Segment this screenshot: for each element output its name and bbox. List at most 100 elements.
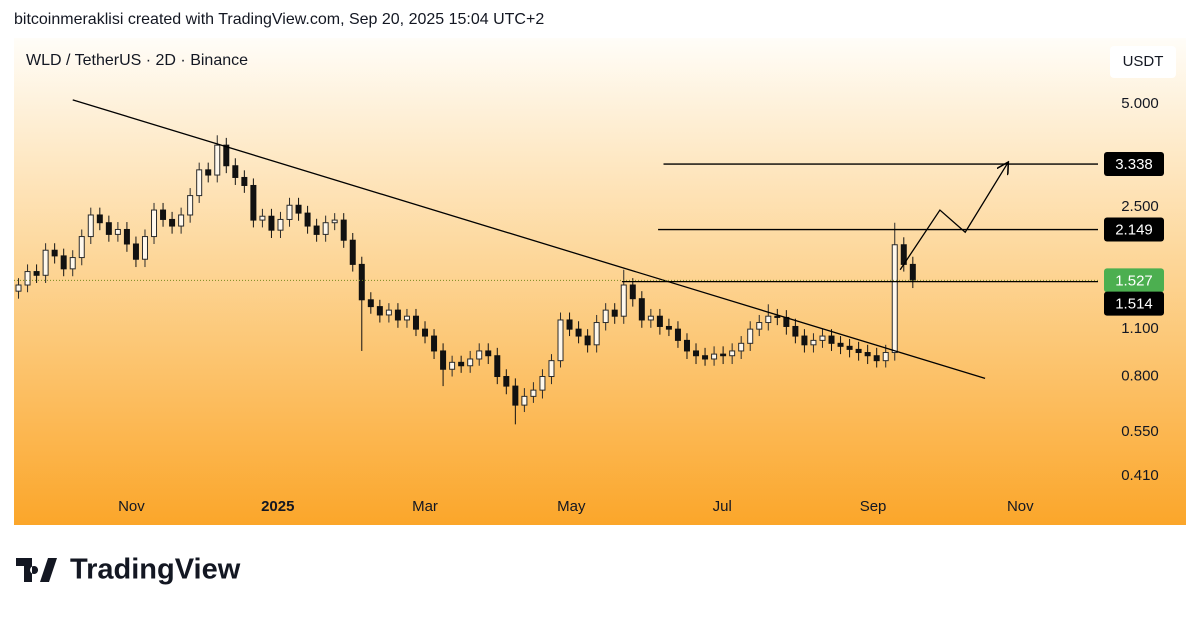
candle-body (693, 350, 700, 357)
candle-body (422, 328, 429, 337)
candle-body (295, 204, 302, 214)
candle-body (96, 214, 103, 224)
candle-body (702, 355, 709, 360)
candle-body (855, 348, 862, 354)
candle-body (232, 165, 239, 178)
candle-body (169, 218, 176, 227)
candle-body (51, 249, 58, 257)
candle-body (611, 309, 618, 317)
candle-body (241, 176, 248, 186)
candle-body (187, 195, 194, 216)
candle-body (792, 325, 799, 337)
candle-body (738, 342, 745, 352)
candle-body (467, 358, 474, 367)
candle-body (810, 339, 817, 346)
candle-body (114, 228, 121, 235)
candle-body (602, 309, 609, 324)
x-tick-label: Nov (1007, 498, 1034, 515)
candle-body (512, 385, 519, 406)
candle-body (412, 315, 419, 330)
candle-body (665, 325, 672, 330)
candle-body (539, 376, 546, 391)
price-label-box (1104, 217, 1164, 242)
candle-body (828, 335, 835, 344)
price-label: 1.527 (1115, 272, 1153, 289)
candle-body (638, 298, 645, 321)
candle-body (151, 209, 158, 238)
x-tick-label: Sep (860, 498, 887, 515)
candle-body (431, 335, 438, 352)
candle-body (313, 225, 320, 235)
x-tick-label: Jul (713, 498, 732, 515)
candle-body (530, 389, 537, 397)
candle-body (403, 315, 410, 321)
candle-body (33, 271, 40, 276)
candle-body (521, 395, 528, 406)
candle-body (566, 319, 573, 330)
candle-body (60, 255, 67, 270)
candle-body (891, 244, 898, 354)
header: bitcoinmeraklisi created with TradingVie… (14, 11, 544, 28)
candle-body (331, 219, 338, 224)
candle-body (78, 236, 85, 259)
y-tick-label: 2.500 (1121, 198, 1159, 215)
x-tick-label: Mar (412, 498, 438, 515)
candle-body (765, 315, 772, 324)
candle-body (593, 322, 600, 346)
price-label: 2.149 (1115, 222, 1153, 239)
candle-body (656, 315, 663, 327)
candle-body (132, 243, 139, 260)
candle-body (449, 361, 456, 370)
y-tick-label: 0.410 (1121, 467, 1159, 484)
x-tick-label: 2025 (261, 498, 294, 515)
candle-body (367, 299, 374, 308)
price-label-box (1104, 291, 1164, 316)
candle-body (214, 144, 221, 176)
candle-body (268, 215, 275, 231)
price-label: 1.514 (1115, 296, 1153, 313)
candle-body (87, 214, 94, 238)
candle-body (178, 214, 185, 227)
candle-body (747, 328, 754, 344)
candle-body (909, 263, 916, 281)
y-tick-label: 1.100 (1121, 320, 1159, 337)
candle-body (340, 219, 347, 241)
y-tick-label: 0.800 (1121, 367, 1159, 384)
candle-body (683, 339, 690, 352)
logo (16, 558, 57, 582)
candle-body (720, 353, 727, 357)
x-tick-label: Nov (118, 498, 145, 515)
candle-body (385, 309, 392, 316)
price-label-box (1104, 268, 1164, 293)
candle-body (629, 284, 636, 300)
candle-body (485, 350, 492, 357)
candle-body (105, 222, 112, 235)
price-label: 3.338 (1115, 156, 1153, 173)
y-tick-label: 0.550 (1121, 423, 1159, 440)
candle-body (196, 169, 203, 197)
candle-body (647, 315, 654, 321)
candle-body (837, 342, 844, 347)
candle-body (548, 360, 555, 378)
candle-body (476, 350, 483, 360)
candle-body (801, 335, 808, 346)
candle-body (846, 345, 853, 350)
candle-body (458, 361, 465, 367)
candle-body (575, 328, 582, 337)
candle-body (503, 376, 510, 387)
candle-body (259, 215, 266, 221)
price-label-box (1104, 152, 1164, 177)
y-tick-label: 5.000 (1121, 95, 1159, 112)
candle-body (864, 352, 871, 357)
candle-body (15, 284, 22, 292)
candle-body (205, 169, 212, 176)
x-tick-label: May (557, 498, 586, 515)
candle-body (674, 328, 681, 341)
currency-box (1110, 46, 1176, 78)
candle-body (584, 335, 591, 346)
candle-body (358, 263, 365, 301)
candle-body (69, 257, 76, 270)
candle-body (873, 355, 880, 362)
